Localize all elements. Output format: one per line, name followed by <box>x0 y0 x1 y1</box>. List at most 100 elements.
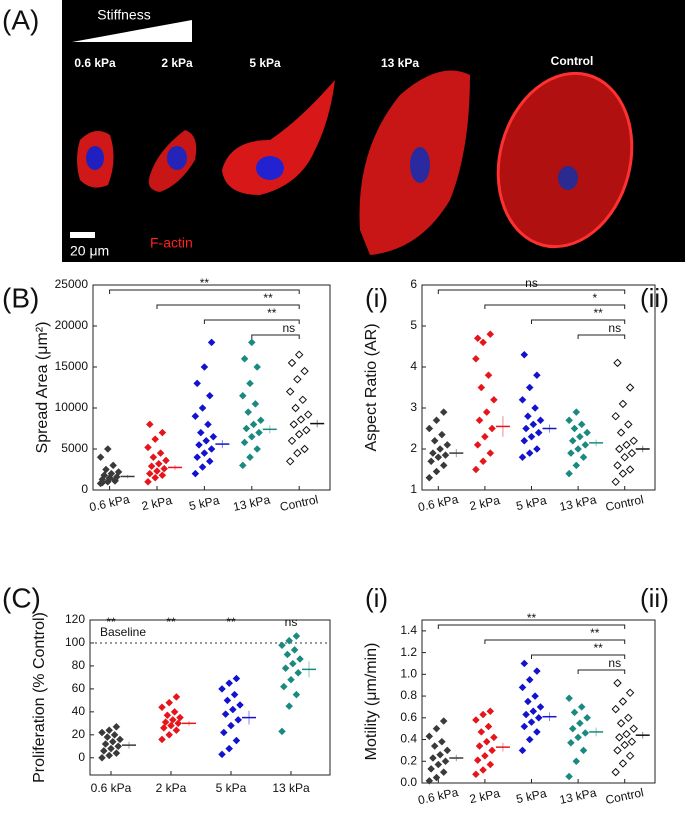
y-tick-label: 0.8 <box>400 688 417 702</box>
data-point <box>434 453 443 462</box>
data-point <box>238 391 247 400</box>
data-point <box>218 685 226 693</box>
data-point <box>225 679 234 688</box>
chart: (i) Spread Area (μm²) 0 5000 10000 15000 20000… <box>34 276 388 514</box>
data-point <box>283 650 292 659</box>
x-tick-label: 5 kPa <box>216 781 247 795</box>
stain-label: F-actin <box>150 235 193 251</box>
data-point <box>158 471 167 480</box>
data-point <box>568 724 577 733</box>
data-point <box>163 711 172 720</box>
data-point <box>158 428 167 437</box>
data-point <box>583 713 591 722</box>
data-point <box>568 436 577 445</box>
comparison-label: ** <box>200 276 210 290</box>
comparison-label: ** <box>267 306 277 320</box>
stiffness-wedge <box>72 20 192 42</box>
data-point <box>625 465 635 474</box>
data-point <box>625 751 635 761</box>
data-point <box>223 696 232 705</box>
data-point <box>518 453 527 462</box>
data-point <box>287 436 297 446</box>
data-point <box>613 461 622 470</box>
comparison-label: ns <box>608 656 621 670</box>
data-point <box>172 726 181 735</box>
data-point <box>629 724 638 733</box>
y-tick-label: 5 <box>410 318 417 332</box>
data-point <box>154 459 163 468</box>
data-point <box>193 453 202 462</box>
y-tick-label: 0.4 <box>400 732 417 746</box>
data-point <box>207 338 216 347</box>
data-point <box>193 379 202 388</box>
data-point <box>618 399 628 409</box>
data-point <box>432 416 441 425</box>
data-point <box>102 465 110 474</box>
data-point <box>98 753 106 762</box>
data-point <box>616 428 626 437</box>
data-point <box>244 408 253 416</box>
data-point <box>527 718 536 727</box>
data-point <box>160 464 169 473</box>
significance-label: ns <box>285 615 298 629</box>
data-point <box>518 683 527 692</box>
y-tick-label: 0.0 <box>400 775 417 789</box>
condition-label: 13 kPa <box>381 56 419 70</box>
data-point <box>105 726 114 735</box>
data-point <box>218 750 226 759</box>
data-point <box>436 445 444 453</box>
data-point <box>490 733 498 742</box>
data-point <box>443 746 452 755</box>
data-point <box>482 408 491 416</box>
data-point <box>285 636 294 645</box>
comparison-bracket <box>437 624 626 629</box>
data-point <box>534 428 543 437</box>
plot-frame <box>421 284 656 491</box>
data-point <box>234 716 243 724</box>
x-tick-label: 0.6 kPa <box>417 492 460 514</box>
data-point <box>103 445 112 453</box>
data-point <box>236 701 244 709</box>
data-point <box>232 736 241 745</box>
data-point <box>205 457 214 466</box>
data-point <box>534 713 543 722</box>
data-point <box>209 432 218 441</box>
baseline-label: Baseline <box>100 625 146 639</box>
data-point <box>112 749 121 758</box>
data-point <box>627 737 637 746</box>
data-point <box>290 645 299 654</box>
data-point <box>518 746 527 755</box>
data-point <box>200 363 209 371</box>
x-tick-label: Control <box>604 492 645 514</box>
data-point <box>256 416 265 425</box>
data-point <box>300 366 309 376</box>
data-point <box>111 477 119 485</box>
y-axis-label: Motility (μm/min) <box>363 643 380 761</box>
data-point <box>288 659 297 668</box>
x-tick-label: 5 kPa <box>515 786 548 806</box>
data-point <box>533 445 541 453</box>
gradient-label: Stiffness <box>97 7 150 23</box>
data-point <box>473 334 482 343</box>
data-point <box>167 721 175 730</box>
data-point <box>622 729 631 739</box>
data-point <box>611 704 620 714</box>
data-point <box>96 453 105 462</box>
data-point <box>249 420 258 429</box>
data-point <box>302 425 311 435</box>
data-point <box>574 445 582 453</box>
y-tick-label: 1.0 <box>400 667 417 681</box>
data-point <box>529 707 538 716</box>
data-point <box>162 456 170 465</box>
data-point <box>472 770 480 779</box>
data-point <box>618 697 628 706</box>
comparison-bracket <box>484 304 626 309</box>
data-point <box>429 449 437 457</box>
y-tick-label: 3 <box>410 400 417 414</box>
data-point <box>439 717 448 725</box>
data-point <box>625 383 635 392</box>
data-point <box>242 424 251 433</box>
data-point <box>427 765 435 773</box>
data-point <box>109 461 118 470</box>
